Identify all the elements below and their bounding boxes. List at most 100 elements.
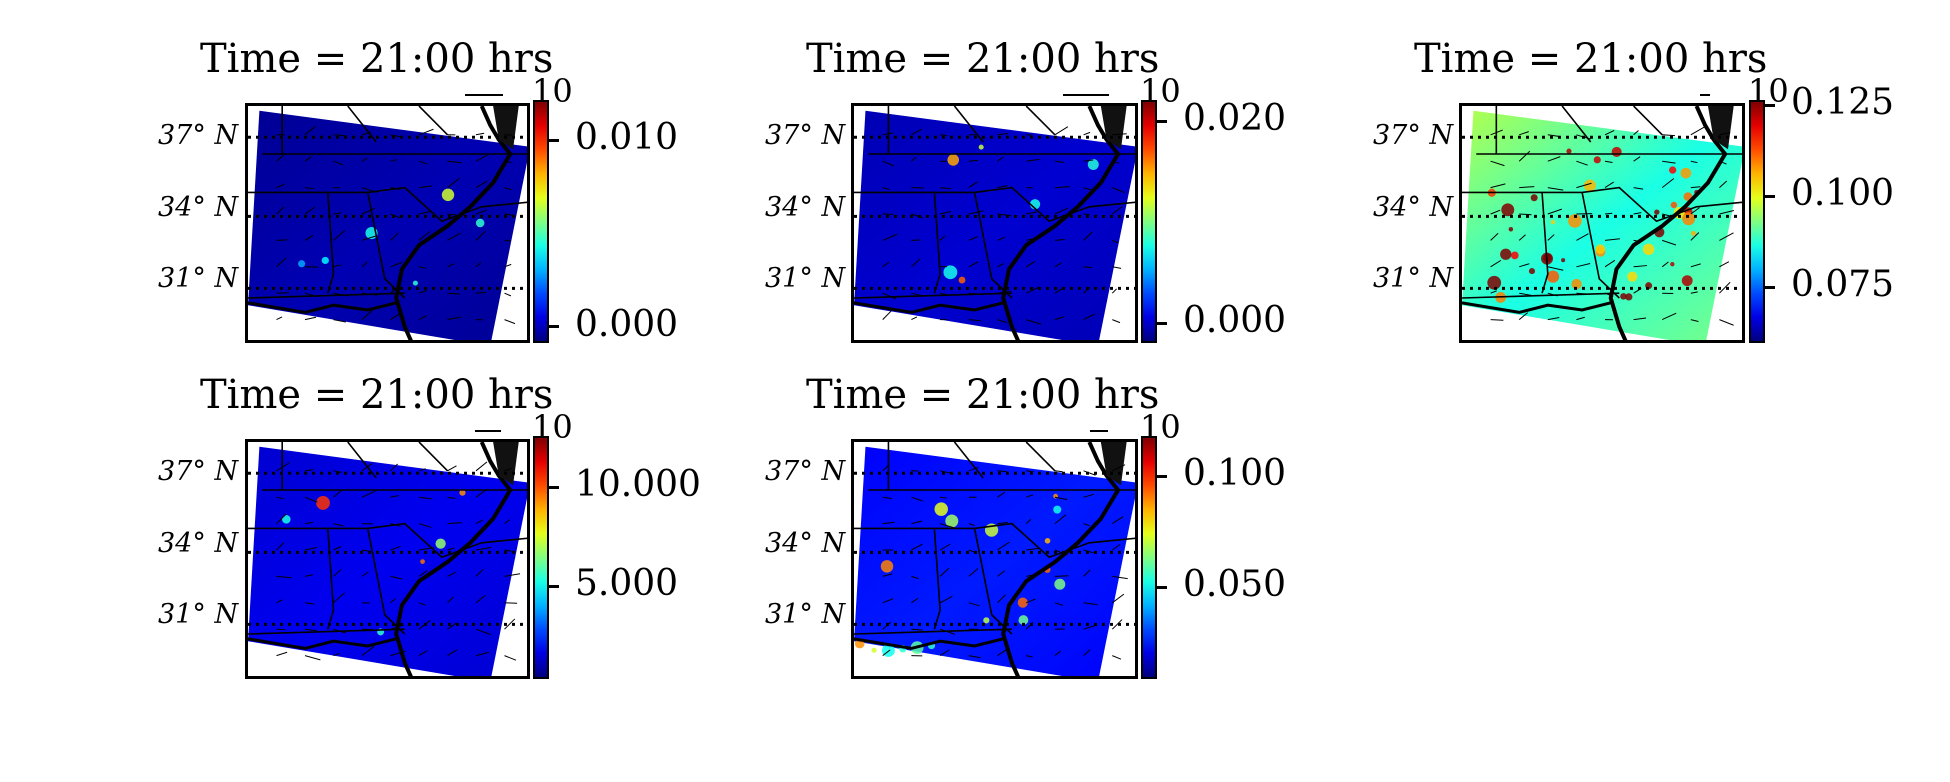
lat-label-34: 34° N <box>1373 192 1454 223</box>
wind-vector <box>447 213 456 216</box>
wind-vector <box>1604 181 1614 189</box>
colorbar <box>533 100 549 343</box>
gulf-coastline <box>854 301 1004 314</box>
wind-vector <box>475 461 488 472</box>
wind-vector <box>1519 131 1529 136</box>
wind-vector <box>1662 160 1676 164</box>
lat-label-31: 31° N <box>158 599 239 630</box>
gulf-coastline <box>248 301 397 314</box>
wind-vector <box>361 261 368 268</box>
wind-vector <box>304 574 313 577</box>
wind-vector <box>333 319 346 323</box>
panel-title: Time = 21:00 hrs <box>806 36 1160 82</box>
wind-vector <box>276 154 285 162</box>
colorbar-tick-mark <box>1157 322 1167 325</box>
wind-vector <box>1690 160 1698 164</box>
wind-vector <box>304 206 316 215</box>
wind-vector <box>1719 281 1731 294</box>
state-boundary <box>953 442 984 479</box>
state-boundary <box>248 522 527 559</box>
state-boundary <box>1541 192 1549 294</box>
wind-vector <box>939 292 948 296</box>
wind-vector <box>1054 238 1065 241</box>
wind-vector <box>1054 470 1063 473</box>
wind-vector <box>304 187 315 190</box>
colorbar-tick-mark <box>549 486 559 489</box>
wind-vector <box>447 316 461 321</box>
wind-vector <box>304 126 316 136</box>
wind-vector <box>504 263 512 268</box>
state-boundary <box>347 106 377 143</box>
wind-vector <box>1054 650 1062 656</box>
wind-vector <box>1661 312 1677 321</box>
wind-vector <box>882 521 895 525</box>
wind-vector <box>475 132 485 136</box>
colorbar-tick-mark <box>1765 195 1775 198</box>
wind-vector <box>418 231 431 241</box>
field-hotspot <box>1642 243 1655 256</box>
wind-vector <box>1054 126 1069 136</box>
field-hotspot <box>321 256 329 265</box>
wind-vector <box>276 542 285 551</box>
wind-vector <box>882 573 893 577</box>
state-boundary <box>418 106 449 136</box>
wind-vector <box>1604 160 1613 164</box>
wind-vector <box>418 570 428 577</box>
wind-vector <box>504 213 515 217</box>
wind-vector <box>939 649 950 657</box>
wind-vector <box>276 651 288 657</box>
wind-vector <box>1547 156 1561 162</box>
map-svg <box>1462 106 1742 340</box>
wind-vector <box>361 463 373 472</box>
wind-vector <box>390 287 398 294</box>
lat-label-31: 31° N <box>765 263 846 294</box>
lat-label-34: 34° N <box>765 528 846 559</box>
state-boundary <box>347 442 377 479</box>
colorbar-tick-mark <box>1765 286 1775 289</box>
wind-vector <box>939 567 950 577</box>
colorbar-tick-label: 0.125 <box>1791 82 1895 123</box>
wind-vector <box>304 234 314 241</box>
wind-vector <box>333 212 342 215</box>
wind-vector <box>475 546 492 551</box>
field-domain <box>1462 110 1742 340</box>
wind-vector <box>418 266 427 269</box>
wind-vector <box>390 624 404 630</box>
wind-vector <box>361 131 372 136</box>
gulf-coastline <box>854 637 1004 650</box>
wind-vector <box>911 628 923 631</box>
wind-vector <box>390 187 401 190</box>
wind-vector <box>997 647 1010 657</box>
wind-vector <box>997 470 1007 473</box>
wind-vector <box>361 571 369 577</box>
wind-vector <box>1547 234 1555 241</box>
wind-vector <box>968 292 983 296</box>
wind-vector <box>1490 129 1503 136</box>
wind-vector <box>1054 160 1064 163</box>
state-boundary <box>418 442 449 472</box>
wind-vector <box>1054 549 1068 556</box>
wind-vector <box>1576 160 1588 166</box>
wind-vector <box>1083 187 1095 192</box>
wind-vector <box>997 156 1004 162</box>
wind-vector <box>997 319 1008 324</box>
lat-label-34: 34° N <box>765 192 846 223</box>
state-boundary <box>933 192 941 294</box>
colorbar-tick-mark <box>549 139 559 142</box>
wind-vector <box>1111 619 1123 630</box>
wind-vector <box>504 549 512 552</box>
wind-vector <box>418 619 431 630</box>
wind-vector <box>1547 208 1562 215</box>
wind-vector <box>997 570 1006 577</box>
wind-vector <box>333 592 345 604</box>
wind-vector <box>504 573 521 577</box>
wind-vector <box>475 209 487 215</box>
wind-vector <box>911 258 921 268</box>
wind-vector <box>361 490 376 498</box>
wind-vector <box>447 596 454 604</box>
wind-vector <box>1690 207 1700 215</box>
field-hotspot <box>420 559 425 564</box>
wind-vector <box>882 598 894 604</box>
wind-vector <box>504 491 511 498</box>
